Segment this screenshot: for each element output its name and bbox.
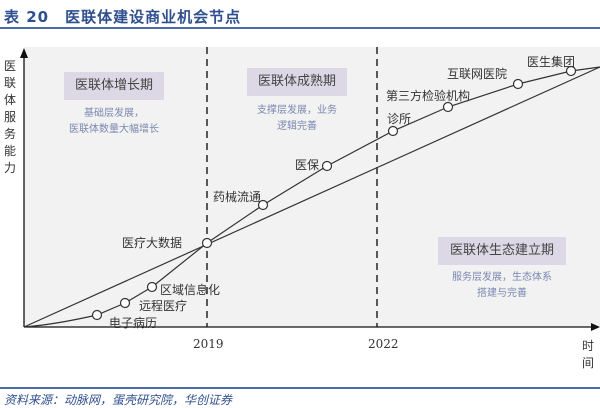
y-axis-arrow-icon — [20, 48, 28, 58]
phase-growth-description: 基础层发展， 医联体数量大幅增长 — [54, 106, 174, 138]
node-marker-insurance — [321, 160, 333, 172]
phase-desc-line: 支撑层发展，业务 — [257, 105, 337, 116]
label-emr: 电子病历 — [109, 316, 158, 330]
node-marker-emr — [91, 309, 103, 321]
label-telemedicine: 远程医疗 — [139, 299, 188, 313]
phase-mature-title: 医联体成熟期 — [247, 68, 347, 96]
y-label-char: 服 — [3, 110, 16, 124]
node-marker-big-data — [201, 237, 213, 249]
y-label-char: 能 — [3, 144, 16, 158]
y-label-char: 力 — [3, 161, 16, 175]
label-doctor-group: 医生集团 — [527, 55, 576, 69]
node-marker-internet-hospital — [512, 78, 524, 90]
phase-desc-line: 基础层发展， — [84, 108, 144, 119]
table-number: 表 20 — [4, 8, 50, 26]
x-axis-arrow-icon — [591, 323, 600, 331]
node-marker-telemedicine — [119, 297, 131, 309]
label-clinic: 诊所 — [387, 112, 412, 126]
y-label-char: 务 — [3, 127, 16, 141]
title-text: 医联体建设商业机会节点 — [65, 8, 242, 26]
phase-growth-title: 医联体增长期 — [64, 72, 164, 100]
phase-mature-description: 支撑层发展，业务 逻辑完善 — [237, 103, 357, 135]
phase-ecosystem-title: 医联体生态建立期 — [438, 237, 566, 265]
label-internet-hospital: 互联网医院 — [447, 67, 508, 81]
y-label-char: 体 — [3, 93, 16, 107]
label-drug-device: 药械流通 — [213, 190, 262, 204]
y-axis-label: 医 联 体 服 务 能 力 — [2, 58, 18, 177]
x-tick-2022: 2022 — [368, 337, 399, 351]
phase-desc-line: 搭建与完善 — [477, 288, 527, 299]
node-marker-drug-device — [257, 199, 269, 211]
phase-desc-line: 逻辑完善 — [277, 121, 317, 132]
label-regional-info: 区域信息化 — [160, 283, 221, 297]
phase-desc-line: 服务层发展，生态体系 — [452, 272, 552, 283]
y-label-char: 联 — [3, 76, 16, 90]
node-marker-third-party-lab — [442, 101, 454, 113]
phase-desc-line: 医联体数量大幅增长 — [69, 124, 159, 135]
phase-ecosystem-description: 服务层发展，生态体系 搭建与完善 — [442, 270, 562, 302]
label-third-party-lab: 第三方检验机构 — [386, 89, 471, 103]
linear-reference-line — [23, 66, 600, 328]
page-title: 表 20 医联体建设商业机会节点 — [4, 6, 241, 27]
x-tick-2019: 2019 — [193, 337, 224, 351]
label-big-data: 医疗大数据 — [122, 236, 183, 250]
footer-divider — [0, 387, 600, 389]
x-axis-label: 时间 — [582, 339, 595, 370]
label-insurance: 医保 — [295, 158, 320, 172]
node-marker-clinic — [387, 125, 399, 137]
y-label-char: 医 — [3, 59, 16, 73]
node-marker-doctor-group — [565, 65, 577, 77]
node-marker-regional-info — [146, 281, 158, 293]
title-divider — [0, 27, 600, 29]
